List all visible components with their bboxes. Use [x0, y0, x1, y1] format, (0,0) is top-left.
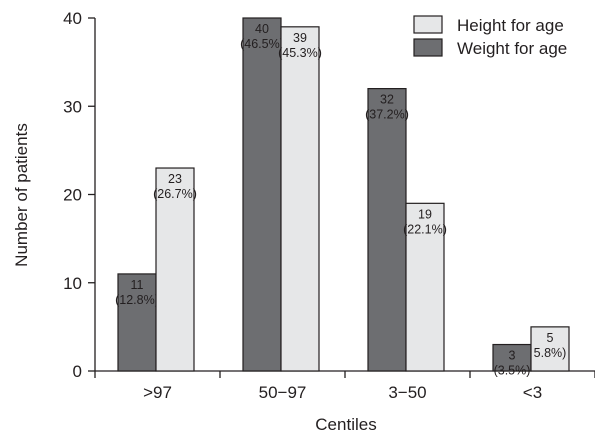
data-label-percent: (22.1%)	[403, 222, 447, 236]
bar-weight-for-age	[242, 17, 282, 372]
y-tick-label: 40	[63, 9, 82, 28]
x-tick-label: 3−50	[388, 383, 426, 402]
y-tick-label: 20	[63, 186, 82, 205]
y-axis-title: Number of patients	[12, 123, 31, 267]
x-axis-title: Centiles	[315, 415, 376, 434]
bar-height-for-age	[530, 326, 570, 372]
data-label-value: 3	[509, 349, 516, 363]
y-tick-label: 30	[63, 97, 82, 116]
data-label-percent: (37.2%)	[365, 108, 409, 122]
data-label-value: 32	[380, 93, 394, 107]
bars: 11(12.8%)23(26.7%)40(46.5%) 39(45.3%)32(3…	[115, 17, 570, 378]
data-label-percent: 5.8%)	[534, 346, 567, 360]
legend-label: Height for age	[457, 16, 564, 35]
x-tick-label: >97	[143, 383, 172, 402]
legend-swatch	[413, 15, 443, 34]
x-tick-label: <3	[523, 383, 542, 402]
data-label-value: 39	[293, 31, 307, 45]
bar-weight-for-age	[492, 343, 532, 372]
data-label-value: 11	[131, 278, 144, 292]
bar-weight-for-age	[117, 273, 157, 372]
data-label-value: 19	[418, 207, 432, 221]
data-label-percent: (45.3%)	[278, 46, 322, 60]
data-label-percent: (46.5%)	[240, 37, 284, 51]
data-label-percent: (26.7%)	[153, 187, 197, 201]
y-tick-label: 10	[63, 274, 82, 293]
bar-height-for-age	[280, 26, 320, 372]
legend: Height for age Weight for age	[413, 15, 567, 58]
y-axis: 0 10 20 30 40	[63, 9, 96, 381]
data-label-value: 40	[255, 22, 269, 36]
y-tick-label: 0	[73, 362, 82, 381]
data-label-value: 5	[547, 331, 554, 345]
legend-swatch	[413, 38, 443, 57]
data-label-percent: (12.8%)	[115, 293, 159, 307]
data-label-percent: (3.5%)	[494, 364, 531, 378]
bar-height-for-age	[405, 202, 445, 372]
legend-label: Weight for age	[457, 39, 567, 58]
x-tick-label: 50−97	[259, 383, 307, 402]
bar-height-for-age	[155, 167, 195, 372]
bar-weight-for-age	[367, 87, 407, 372]
data-label-value: 23	[168, 172, 182, 186]
